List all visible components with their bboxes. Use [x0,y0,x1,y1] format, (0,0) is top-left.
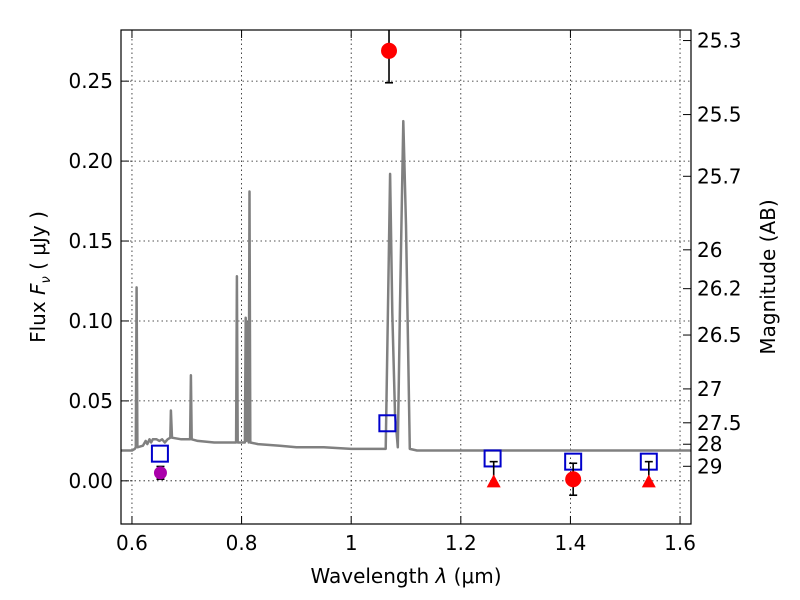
spectrum-line [121,119,691,452]
upper-limit-marker [486,474,501,488]
magnitude-tick-label: 25.7 [697,164,742,188]
x-tick-label: 0.8 [226,531,258,555]
magnitude-tick-label: 25.5 [697,103,742,127]
magnitude-tick-label: 28 [697,432,722,456]
y-tick-label: 0.15 [68,229,113,253]
model-square-marker [483,449,502,468]
magnitude-tick-label: 27 [697,377,722,401]
model-square-marker [150,444,169,463]
data-marks [150,30,658,497]
plot-frame [120,29,692,525]
plot-area [121,30,691,497]
upper-limit-marker [641,474,656,488]
y-tick-label: 0.10 [68,309,113,333]
model-square-marker [378,414,397,433]
magnitude-tick-label: 25.3 [697,29,742,53]
detection-marker [381,42,398,59]
detection-marker [153,466,167,480]
magnitude-tick-label: 26 [697,238,722,262]
x-axis-label: Wavelength λ (μm) [310,564,501,588]
x-tick-label: 1.6 [664,531,696,555]
y-axis-label: Flux Fν ( μJy ) [26,211,54,343]
x-tick-label: 1 [345,531,358,555]
detection-marker [565,471,582,488]
x-tick-label: 1.2 [445,531,477,555]
magnitude-tick-label: 26.5 [697,323,742,347]
x-tick-label: 0.6 [116,531,148,555]
magnitude-tick-label: 26.2 [697,277,742,301]
y-tick-label: 0.25 [68,69,113,93]
y-tick-label: 0.00 [68,469,113,493]
axis-ticks: 0.6 0.8 1 1.2 1.4 1.6 0.00 0.05 0.10 0.15 0.20 0.25… [68,29,741,555]
magnitude-tick-label: 27.5 [697,411,742,435]
right-axis-label: Magnitude (AB) [756,199,780,354]
x-tick-label: 1.4 [555,531,587,555]
magnitude-tick-label: 29 [697,454,722,478]
y-tick-label: 0.20 [68,149,113,173]
y-tick-label: 0.05 [68,389,113,413]
